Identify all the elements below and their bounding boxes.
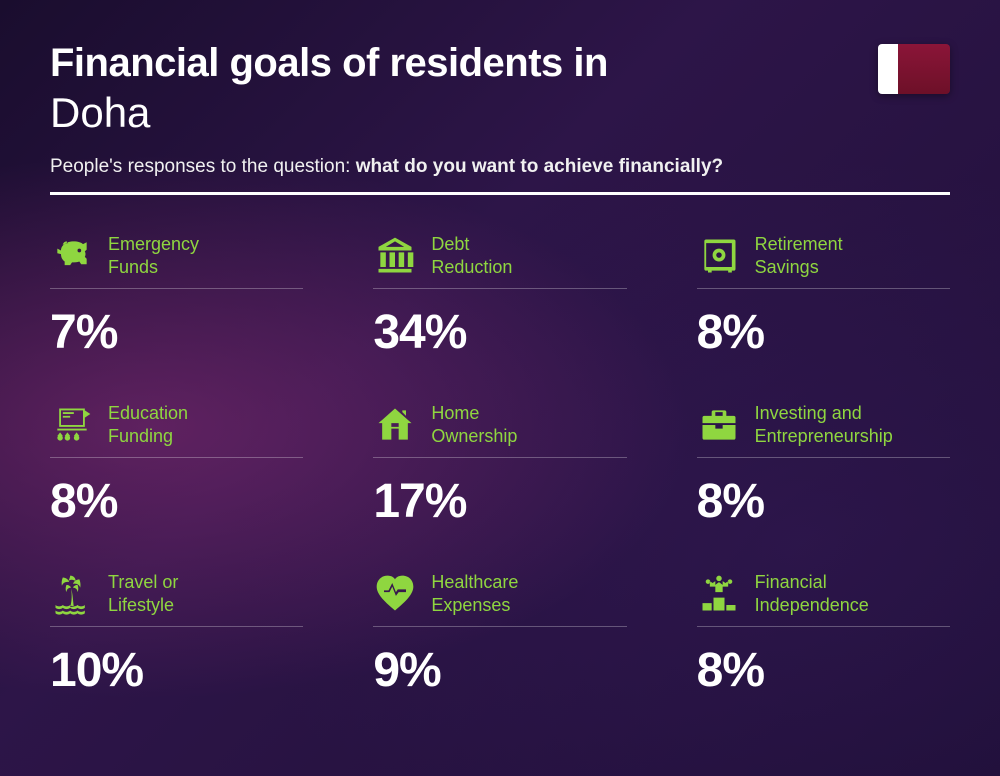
stat-label: Debt Reduction [431, 233, 512, 278]
stat-travel-lifestyle: Travel or Lifestyle 10% [50, 571, 303, 698]
stat-value: 10% [50, 643, 303, 698]
stat-healthcare: Healthcare Expenses 9% [373, 571, 626, 698]
stat-label: Home Ownership [431, 402, 517, 447]
stat-value: 8% [697, 305, 950, 360]
title-city: Doha [50, 88, 950, 138]
palm-tree-icon [50, 572, 94, 616]
item-divider [373, 626, 626, 627]
stat-home-ownership: Home Ownership 17% [373, 402, 626, 529]
bank-icon [373, 234, 417, 278]
stat-emergency-funds: Emergency Funds 7% [50, 233, 303, 360]
stat-value: 8% [697, 474, 950, 529]
item-divider [373, 457, 626, 458]
podium-icon [697, 572, 741, 616]
stat-value: 17% [373, 474, 626, 529]
stat-investing: Investing and Entrepreneurship 8% [697, 402, 950, 529]
item-divider [697, 288, 950, 289]
briefcase-icon [697, 403, 741, 447]
header: Financial goals of residents in Doha Peo… [50, 40, 950, 195]
item-divider [50, 288, 303, 289]
item-divider [50, 457, 303, 458]
house-icon [373, 403, 417, 447]
subtitle: People's responses to the question: what… [50, 156, 950, 178]
stat-label: Retirement Savings [755, 233, 843, 278]
stat-education-funding: Education Funding 8% [50, 402, 303, 529]
item-divider [697, 457, 950, 458]
stat-label: Healthcare Expenses [431, 571, 518, 616]
stat-label: Travel or Lifestyle [108, 571, 178, 616]
stat-value: 7% [50, 305, 303, 360]
stat-value: 8% [50, 474, 303, 529]
presentation-icon [50, 403, 94, 447]
header-divider [50, 192, 950, 195]
stat-debt-reduction: Debt Reduction 34% [373, 233, 626, 360]
heart-pulse-icon [373, 572, 417, 616]
stat-financial-independence: Financial Independence 8% [697, 571, 950, 698]
stat-label: Financial Independence [755, 571, 869, 616]
item-divider [697, 626, 950, 627]
stat-label: Investing and Entrepreneurship [755, 402, 893, 447]
item-divider [373, 288, 626, 289]
item-divider [50, 626, 303, 627]
subtitle-bold: what do you want to achieve financially? [356, 156, 723, 177]
stat-label: Emergency Funds [108, 233, 199, 278]
title-line1: Financial goals of residents in [50, 40, 950, 86]
stat-value: 9% [373, 643, 626, 698]
stat-value: 8% [697, 643, 950, 698]
qatar-flag [878, 44, 950, 94]
subtitle-prefix: People's responses to the question: [50, 156, 356, 177]
stats-grid: Emergency Funds 7% Debt Reduction 34% Re… [50, 233, 950, 698]
stat-value: 34% [373, 305, 626, 360]
stat-label: Education Funding [108, 402, 188, 447]
safe-icon [697, 234, 741, 278]
stat-retirement-savings: Retirement Savings 8% [697, 233, 950, 360]
piggy-bank-icon [50, 234, 94, 278]
